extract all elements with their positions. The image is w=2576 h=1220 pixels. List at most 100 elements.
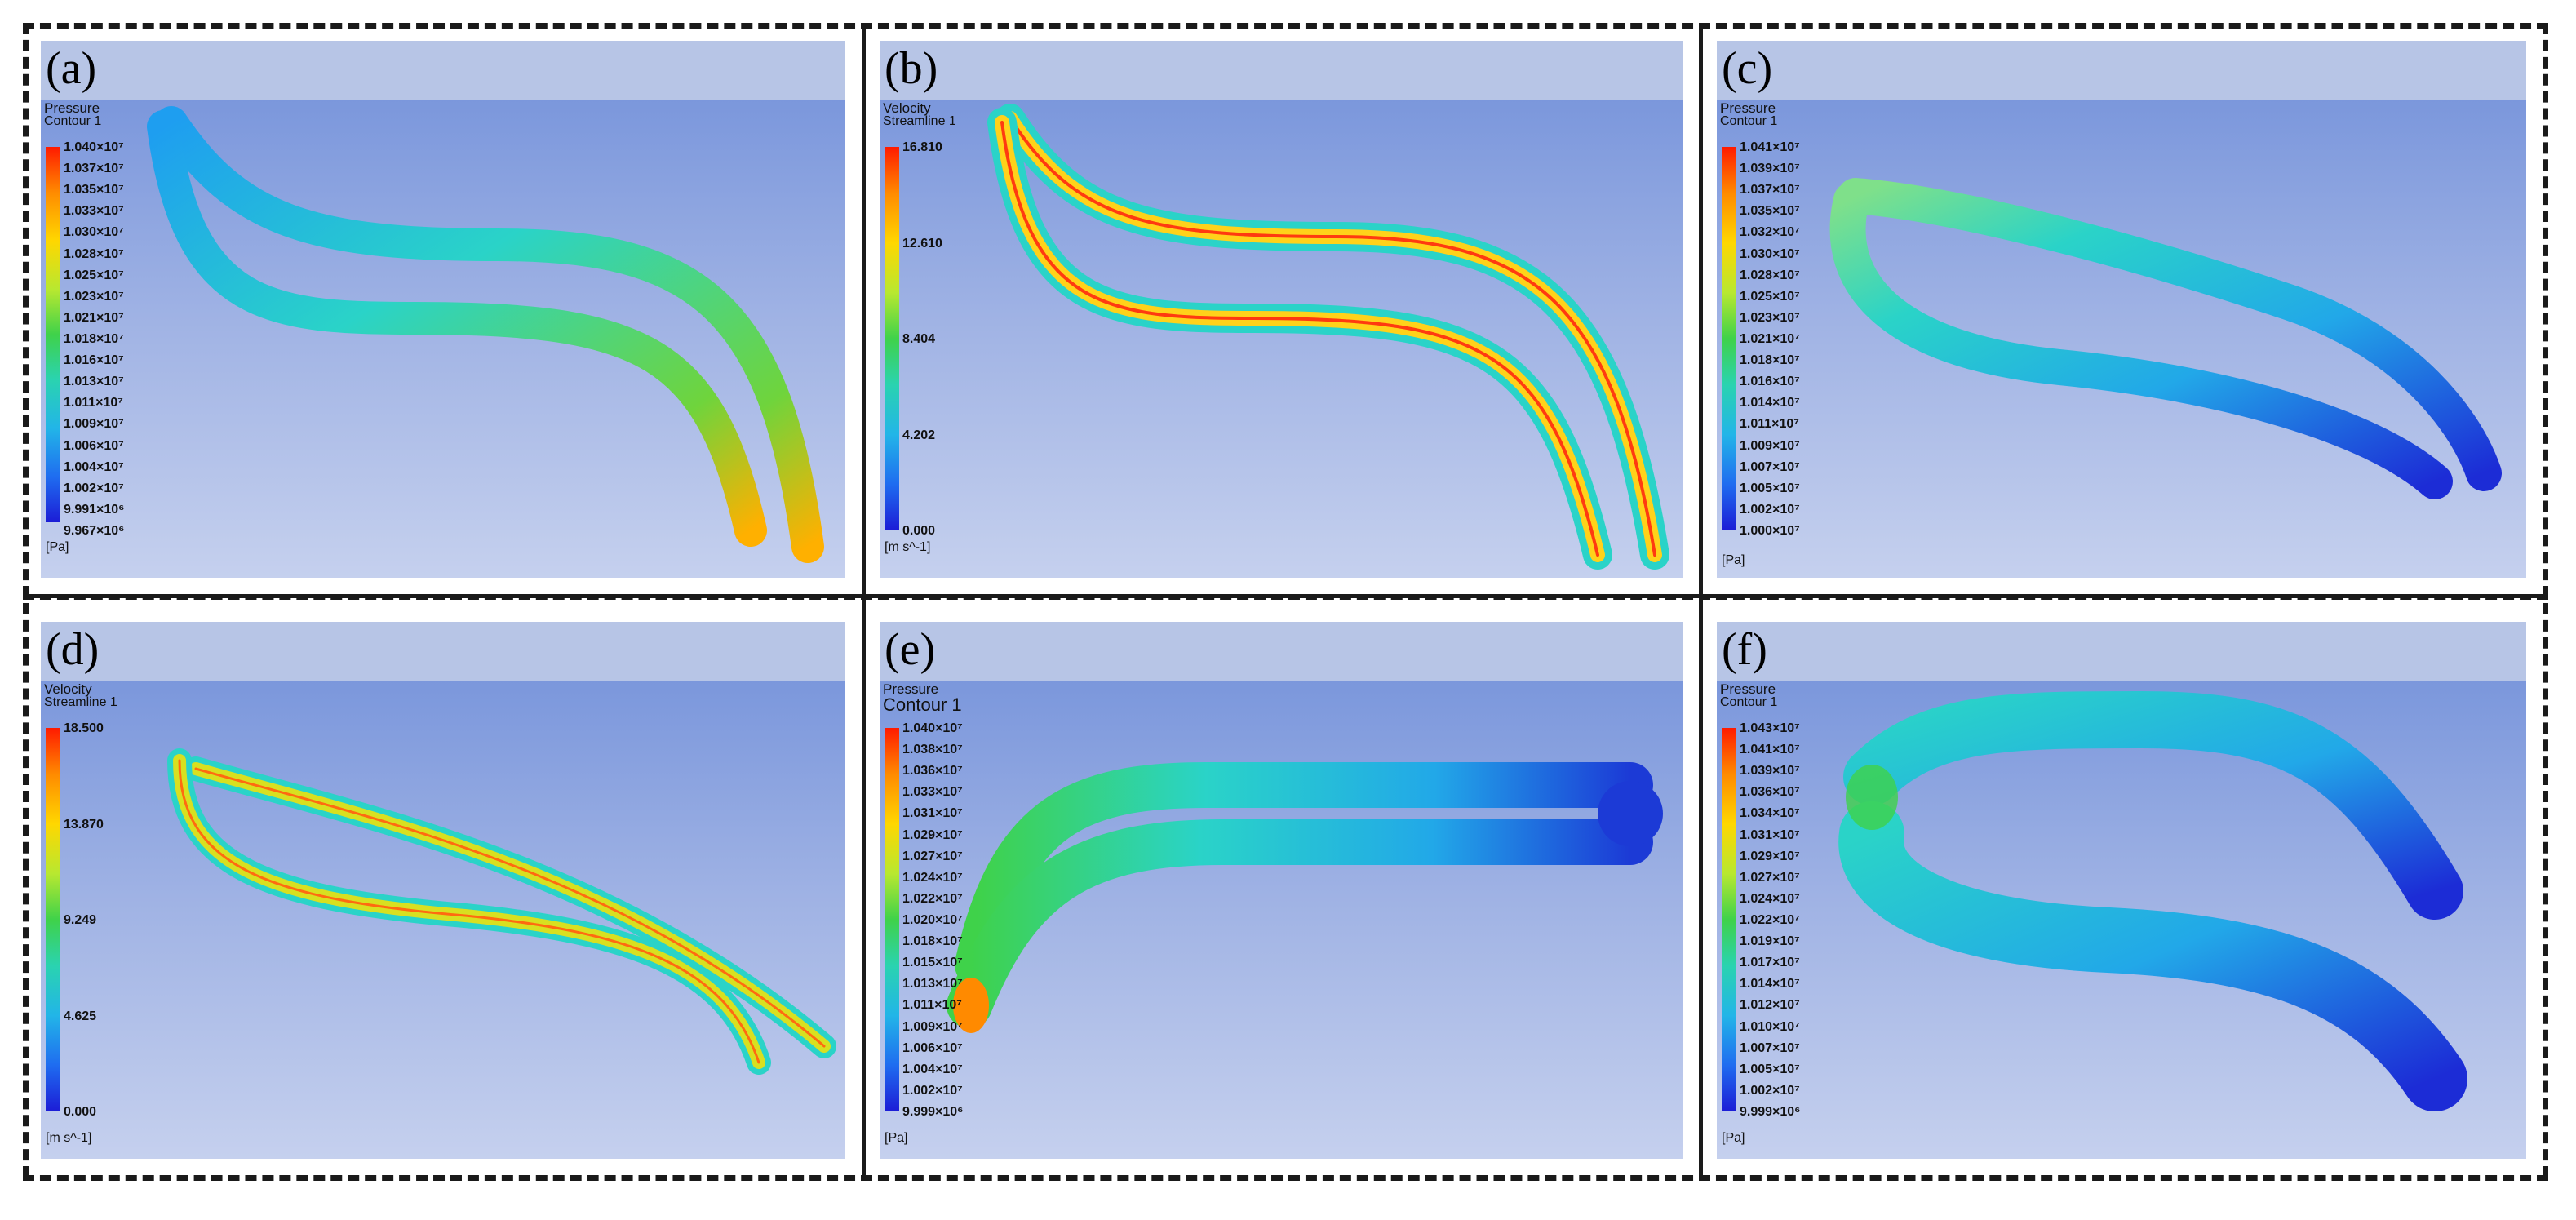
color-bar <box>1722 147 1736 530</box>
legend-tick: 9.967×10⁶ <box>64 524 125 538</box>
panel-label: (d) <box>46 624 100 675</box>
legend-tick: 16.810 <box>902 140 942 154</box>
legend-subtitle: Contour 1 <box>883 694 962 715</box>
legend-tick: 1.025×10⁷ <box>1740 289 1800 304</box>
legend-tick: 1.016×10⁷ <box>64 353 124 368</box>
panel-label: (f) <box>1722 624 1767 675</box>
legend-tick: 1.000×10⁷ <box>1740 524 1800 538</box>
legend-tick: 1.002×10⁷ <box>64 481 124 495</box>
legend-tick: 1.032×10⁷ <box>1740 225 1800 240</box>
legend-tick: 1.037×10⁷ <box>1740 183 1800 197</box>
legend-tick: 9.999×10⁶ <box>1740 1105 1801 1119</box>
legend-tick: 1.007×10⁷ <box>1740 1040 1800 1055</box>
legend-tick: 1.023×10⁷ <box>1740 310 1800 325</box>
legend-tick: 1.041×10⁷ <box>1740 743 1800 757</box>
legend-tick: 1.018×10⁷ <box>64 332 124 346</box>
pipe-render-f <box>1838 690 2467 1111</box>
legend-tick: 1.031×10⁷ <box>1740 827 1800 842</box>
legend-tick: 1.036×10⁷ <box>1740 785 1800 800</box>
panel-d: (d) Velocity Streamline 1 18.500 13.870 9.… <box>41 622 845 1159</box>
legend-tick: 9.991×10⁶ <box>64 502 125 517</box>
pipe-render-c <box>1829 178 2502 499</box>
legend-tick: 1.015×10⁷ <box>902 956 963 970</box>
legend-tick: 0.000 <box>64 1105 97 1119</box>
legend-subtitle: Streamline 1 <box>44 695 117 709</box>
legend-tick: 1.013×10⁷ <box>64 375 124 389</box>
legend-title: Pressure <box>1720 100 1776 116</box>
color-bar <box>46 728 60 1111</box>
legend-title: Pressure <box>1720 681 1776 697</box>
legend-tick: 1.038×10⁷ <box>902 743 963 757</box>
legend-tick: 1.028×10⁷ <box>1740 268 1800 282</box>
unit-label: [Pa] <box>1722 553 1745 567</box>
legend-tick: 1.005×10⁷ <box>1740 481 1800 495</box>
legend: Velocity Streamline 1 <box>44 682 207 709</box>
legend-tick: 1.017×10⁷ <box>1740 956 1800 970</box>
legend-tick: 1.027×10⁷ <box>902 849 963 863</box>
pipe-render-a <box>147 106 824 563</box>
legend-tick: 0.000 <box>902 524 936 538</box>
pipe-render-b <box>987 104 1669 570</box>
legend-tick: 1.007×10⁷ <box>1740 459 1800 474</box>
legend: Pressure Contour 1 <box>883 682 1046 714</box>
legend-tick: 1.009×10⁷ <box>64 417 124 432</box>
panel-label: (e) <box>885 624 936 675</box>
legend-title: Pressure <box>883 681 939 697</box>
legend-subtitle: Contour 1 <box>44 114 102 128</box>
legend-tick: 1.043×10⁷ <box>1740 721 1800 735</box>
legend-tick: 1.020×10⁷ <box>902 913 963 927</box>
legend-tick: 1.002×10⁷ <box>1740 1083 1800 1098</box>
legend-tick: 1.022×10⁷ <box>1740 913 1800 927</box>
legend-tick: 9.249 <box>64 913 97 927</box>
legend-tick: 1.004×10⁷ <box>64 459 124 474</box>
legend-tick: 1.030×10⁷ <box>1740 246 1800 261</box>
legend-tick: 1.022×10⁷ <box>902 891 963 906</box>
legend-tick: 1.018×10⁷ <box>902 934 963 949</box>
legend-subtitle: Contour 1 <box>1720 695 1778 709</box>
legend-tick: 1.024×10⁷ <box>902 870 963 885</box>
legend-tick: 9.999×10⁶ <box>902 1105 964 1119</box>
panel-label: (a) <box>46 43 97 94</box>
legend-tick: 18.500 <box>64 721 104 735</box>
legend-tick: 1.010×10⁷ <box>1740 1019 1800 1034</box>
legend-tick: 1.039×10⁷ <box>1740 764 1800 779</box>
legend-subtitle: Contour 1 <box>1720 114 1778 128</box>
legend-tick: 1.037×10⁷ <box>64 162 124 176</box>
legend-subtitle: Streamline 1 <box>883 114 956 128</box>
legend-tick: 1.028×10⁷ <box>64 246 124 261</box>
unit-label: [m s^-1] <box>885 540 931 554</box>
legend-tick: 1.021×10⁷ <box>1740 332 1800 346</box>
legend-tick: 1.014×10⁷ <box>1740 396 1800 410</box>
panel-c: (c) Pressure Contour 1 1.041×10⁷ 1.039×10… <box>1717 41 2526 578</box>
legend-tick: 1.040×10⁷ <box>64 140 124 154</box>
panel-label: (b) <box>885 43 938 94</box>
legend-tick: 1.039×10⁷ <box>1740 162 1800 176</box>
legend-tick: 1.030×10⁷ <box>64 225 124 240</box>
legend-tick: 1.002×10⁷ <box>1740 502 1800 517</box>
legend-tick: 1.023×10⁷ <box>64 289 124 304</box>
unit-label: [m s^-1] <box>46 1131 92 1145</box>
legend-tick: 8.404 <box>902 332 936 346</box>
legend-tick: 1.011×10⁷ <box>1740 417 1799 432</box>
legend-tick: 1.012×10⁷ <box>1740 998 1800 1013</box>
legend-tick: 1.041×10⁷ <box>1740 140 1800 154</box>
legend-tick: 1.013×10⁷ <box>902 977 963 992</box>
legend-tick: 1.024×10⁷ <box>1740 891 1800 906</box>
legend: Pressure Contour 1 <box>44 101 207 128</box>
panel-e: (e) Pressure Contour 1 1.040×10⁷ 1.038×10… <box>880 622 1683 1159</box>
legend-tick: 12.610 <box>902 236 942 251</box>
legend-tick: 1.005×10⁷ <box>1740 1062 1800 1076</box>
legend-tick: 1.009×10⁷ <box>902 1019 963 1034</box>
panel-b: (b) Velocity Streamline 1 16.810 12.610 8.… <box>880 41 1683 578</box>
legend-tick: 1.035×10⁷ <box>64 183 124 197</box>
legend-tick: 1.016×10⁷ <box>1740 375 1800 389</box>
legend-tick: 1.033×10⁷ <box>64 204 124 219</box>
legend-tick: 1.002×10⁷ <box>902 1083 963 1098</box>
legend-tick: 1.014×10⁷ <box>1740 977 1800 992</box>
legend-tick: 1.025×10⁷ <box>64 268 124 282</box>
legend-tick: 1.031×10⁷ <box>902 806 963 821</box>
color-bar <box>1722 728 1736 1111</box>
legend-tick: 1.006×10⁷ <box>64 438 124 453</box>
color-bar <box>885 728 899 1111</box>
color-bar <box>46 147 60 522</box>
